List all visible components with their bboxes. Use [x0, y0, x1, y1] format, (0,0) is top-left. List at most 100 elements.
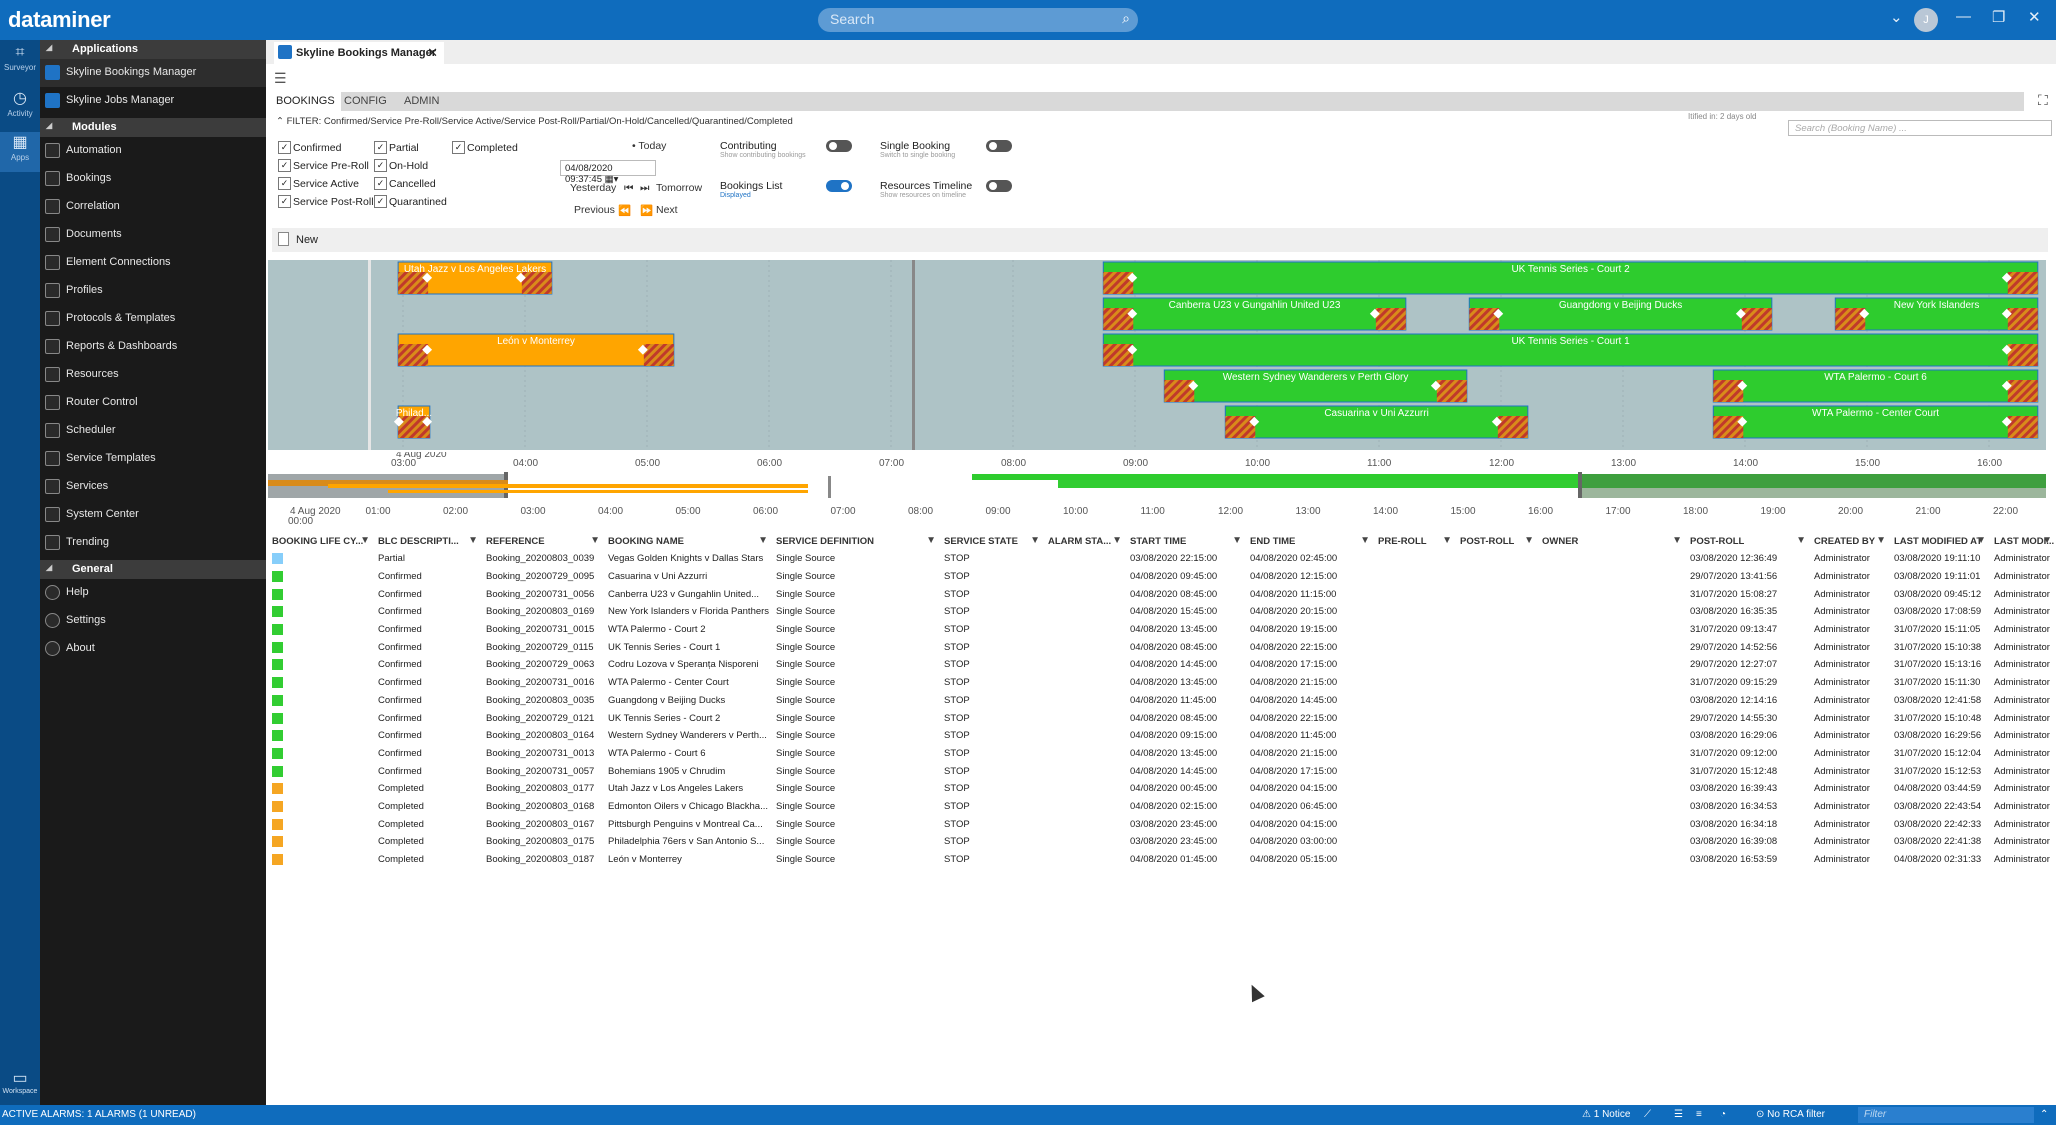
sidebar-item-services[interactable]: Services: [40, 473, 266, 501]
filter-icon[interactable]: ▼: [1232, 535, 1242, 546]
filter-summary[interactable]: ⌃ FILTER: Confirmed/Service Pre-Roll/Ser…: [276, 116, 793, 127]
filter-icon[interactable]: ▼: [1030, 535, 1040, 546]
booking-search-input[interactable]: Search (Booking Name) ...: [1788, 120, 2052, 136]
checkbox-cancelled[interactable]: Cancelled: [374, 177, 436, 190]
column-header[interactable]: ALARM STA... ▼: [1048, 535, 1122, 547]
column-header[interactable]: BLC DESCRIPTI... ▼: [378, 535, 478, 547]
sidebar-item-trending[interactable]: Trending: [40, 529, 266, 557]
sort-icon[interactable]: ≡: [1696, 1109, 1702, 1120]
filter-icon[interactable]: ▼: [758, 535, 768, 546]
column-header[interactable]: OWNER ▼: [1542, 535, 1682, 547]
rail-activity[interactable]: ◷ Activity: [0, 88, 40, 128]
filter-icon[interactable]: ▼: [1672, 535, 1682, 546]
checkbox-service-active[interactable]: Service Active: [278, 177, 359, 190]
history-icon[interactable]: ◔: [1720, 1109, 1727, 1120]
restore-button[interactable]: ❐: [1992, 9, 2006, 26]
checkbox-service-post-roll[interactable]: Service Post-Roll: [278, 195, 374, 208]
general-header[interactable]: General: [40, 560, 266, 579]
filter-icon[interactable]: ▼: [360, 535, 370, 546]
filter-icon[interactable]: ▼: [1976, 535, 1986, 546]
table-row[interactable]: Confirmed Booking_20200803_0035 Guangdong …: [268, 692, 2056, 710]
chevron-down-icon[interactable]: ⌄: [1890, 9, 1903, 26]
sidebar-item-bookings[interactable]: Bookings: [40, 165, 266, 193]
bookings-table[interactable]: BOOKING LIFE CY... ▼ BLC DESCRIPTI... ▼ REFE…: [268, 532, 2056, 868]
sidebar-item-automation[interactable]: Automation: [40, 137, 266, 165]
filter-icon[interactable]: ▼: [1524, 535, 1534, 546]
global-search-input[interactable]: Search ⌕: [818, 8, 1138, 32]
column-header[interactable]: PRE-ROLL ▼: [1378, 535, 1452, 547]
hamburger-menu-icon[interactable]: ☰: [274, 70, 287, 86]
rail-apps[interactable]: ▦ Apps: [0, 132, 40, 172]
table-row[interactable]: Confirmed Booking_20200803_0169 New York I…: [268, 603, 2056, 621]
table-row[interactable]: Completed Booking_20200803_0167 Pittsburgh…: [268, 815, 2056, 833]
column-header[interactable]: POST-ROLL ▼: [1460, 535, 1534, 547]
skip-back-icon[interactable]: ⏮: [624, 182, 634, 194]
sidebar-item-reports[interactable]: Reports & Dashboards: [40, 333, 266, 361]
modules-header[interactable]: Modules: [40, 118, 266, 137]
list-icon[interactable]: ☰: [1674, 1109, 1683, 1120]
filter-icon[interactable]: ▼: [468, 535, 478, 546]
sidebar-item-settings[interactable]: Settings: [40, 607, 266, 635]
table-row[interactable]: Confirmed Booking_20200729_0121 UK Tennis …: [268, 709, 2056, 727]
filter-icon[interactable]: ▼: [1112, 535, 1122, 546]
alarm-filter-input[interactable]: Filter: [1858, 1107, 2034, 1123]
column-header[interactable]: SERVICE DEFINITION ▼: [776, 535, 936, 547]
column-header[interactable]: SERVICE STATE ▼: [944, 535, 1040, 547]
rca-indicator[interactable]: ⊙ No RCA filter: [1756, 1109, 1825, 1120]
sidebar-item-protocols[interactable]: Protocols & Templates: [40, 305, 266, 333]
bookings-timeline[interactable]: Utah Jazz v Los Angeles Lakers León v Mon…: [268, 260, 2046, 452]
filter-icon[interactable]: ▼: [2042, 535, 2052, 546]
sidebar-item-jobs-manager[interactable]: Skyline Jobs Manager: [40, 87, 266, 115]
close-window-button[interactable]: ✕: [2028, 9, 2041, 26]
checkbox-completed[interactable]: Completed: [452, 141, 518, 154]
sidebar-item-correlation[interactable]: Correlation: [40, 193, 266, 221]
table-row[interactable]: Confirmed Booking_20200731_0015 WTA Palerm…: [268, 621, 2056, 639]
filter-icon[interactable]: ▼: [1876, 535, 1886, 546]
close-tab-icon[interactable]: ✕: [427, 45, 438, 60]
checkbox-quarantined[interactable]: Quarantined: [374, 195, 447, 208]
sidebar-item-system-center[interactable]: System Center: [40, 501, 266, 529]
notice-indicator[interactable]: ⚠ 1 Notice: [1582, 1109, 1631, 1120]
sidebar-item-router-control[interactable]: Router Control: [40, 389, 266, 417]
table-row[interactable]: Completed Booking_20200803_0168 Edmonton O…: [268, 798, 2056, 816]
bookings-list-toggle[interactable]: [826, 180, 852, 192]
sidebar-item-scheduler[interactable]: Scheduler: [40, 417, 266, 445]
sidebar-item-bookings-manager[interactable]: Skyline Bookings Manager: [40, 59, 266, 87]
column-header[interactable]: CREATED BY ▼: [1814, 535, 1886, 547]
contributing-toggle[interactable]: [826, 140, 852, 152]
tab-admin[interactable]: ADMIN: [404, 95, 440, 107]
today-radio[interactable]: • Today: [632, 140, 667, 152]
workspace-button[interactable]: ▭ Workspace: [0, 1068, 40, 1104]
fast-forward-icon[interactable]: ⏩: [640, 205, 654, 217]
filter-icon[interactable]: ▼: [926, 535, 936, 546]
table-row[interactable]: Confirmed Booking_20200731_0057 Bohemians …: [268, 762, 2056, 780]
table-row[interactable]: Completed Booking_20200803_0177 Utah Jazz …: [268, 780, 2056, 798]
column-header[interactable]: POST-ROLL ▼: [1690, 535, 1806, 547]
checkbox-service-pre-roll[interactable]: Service Pre-Roll: [278, 159, 369, 172]
sidebar-item-resources[interactable]: Resources: [40, 361, 266, 389]
fullscreen-icon[interactable]: ⛶: [2038, 92, 2048, 108]
column-header[interactable]: LAST MODIFIED AT ▼: [1894, 535, 1986, 547]
table-row[interactable]: Confirmed Booking_20200729_0115 UK Tennis …: [268, 638, 2056, 656]
resources-timeline-toggle[interactable]: [986, 180, 1012, 192]
table-row[interactable]: Completed Booking_20200803_0187 León v Mon…: [268, 851, 2056, 869]
sidebar-item-about[interactable]: About: [40, 635, 266, 663]
single-booking-toggle[interactable]: [986, 140, 1012, 152]
table-row[interactable]: Confirmed Booking_20200731_0013 WTA Palerm…: [268, 745, 2056, 763]
tab-config[interactable]: CONFIG: [344, 95, 387, 107]
tomorrow-button[interactable]: Tomorrow: [656, 182, 703, 194]
tab-skyline-bookings-manager[interactable]: Skyline Bookings Manager ✕: [274, 42, 444, 64]
sidebar-item-profiles[interactable]: Profiles: [40, 277, 266, 305]
applications-header[interactable]: Applications: [40, 40, 266, 59]
checkbox-partial[interactable]: Partial: [374, 141, 419, 154]
table-row[interactable]: Partial Booking_20200803_0039 Vegas Golden…: [268, 550, 2056, 568]
user-avatar[interactable]: J: [1914, 8, 1938, 32]
filter-icon[interactable]: ▼: [590, 535, 600, 546]
chevron-up-icon[interactable]: ⌃: [2040, 1109, 2049, 1120]
rewind-icon[interactable]: ⏪: [618, 205, 632, 217]
column-header[interactable]: BOOKING NAME ▼: [608, 535, 768, 547]
filter-icon[interactable]: ▼: [1796, 535, 1806, 546]
yesterday-button[interactable]: Yesterday: [570, 182, 617, 194]
column-header[interactable]: END TIME ▼: [1250, 535, 1370, 547]
filter-icon[interactable]: ▼: [1360, 535, 1370, 546]
